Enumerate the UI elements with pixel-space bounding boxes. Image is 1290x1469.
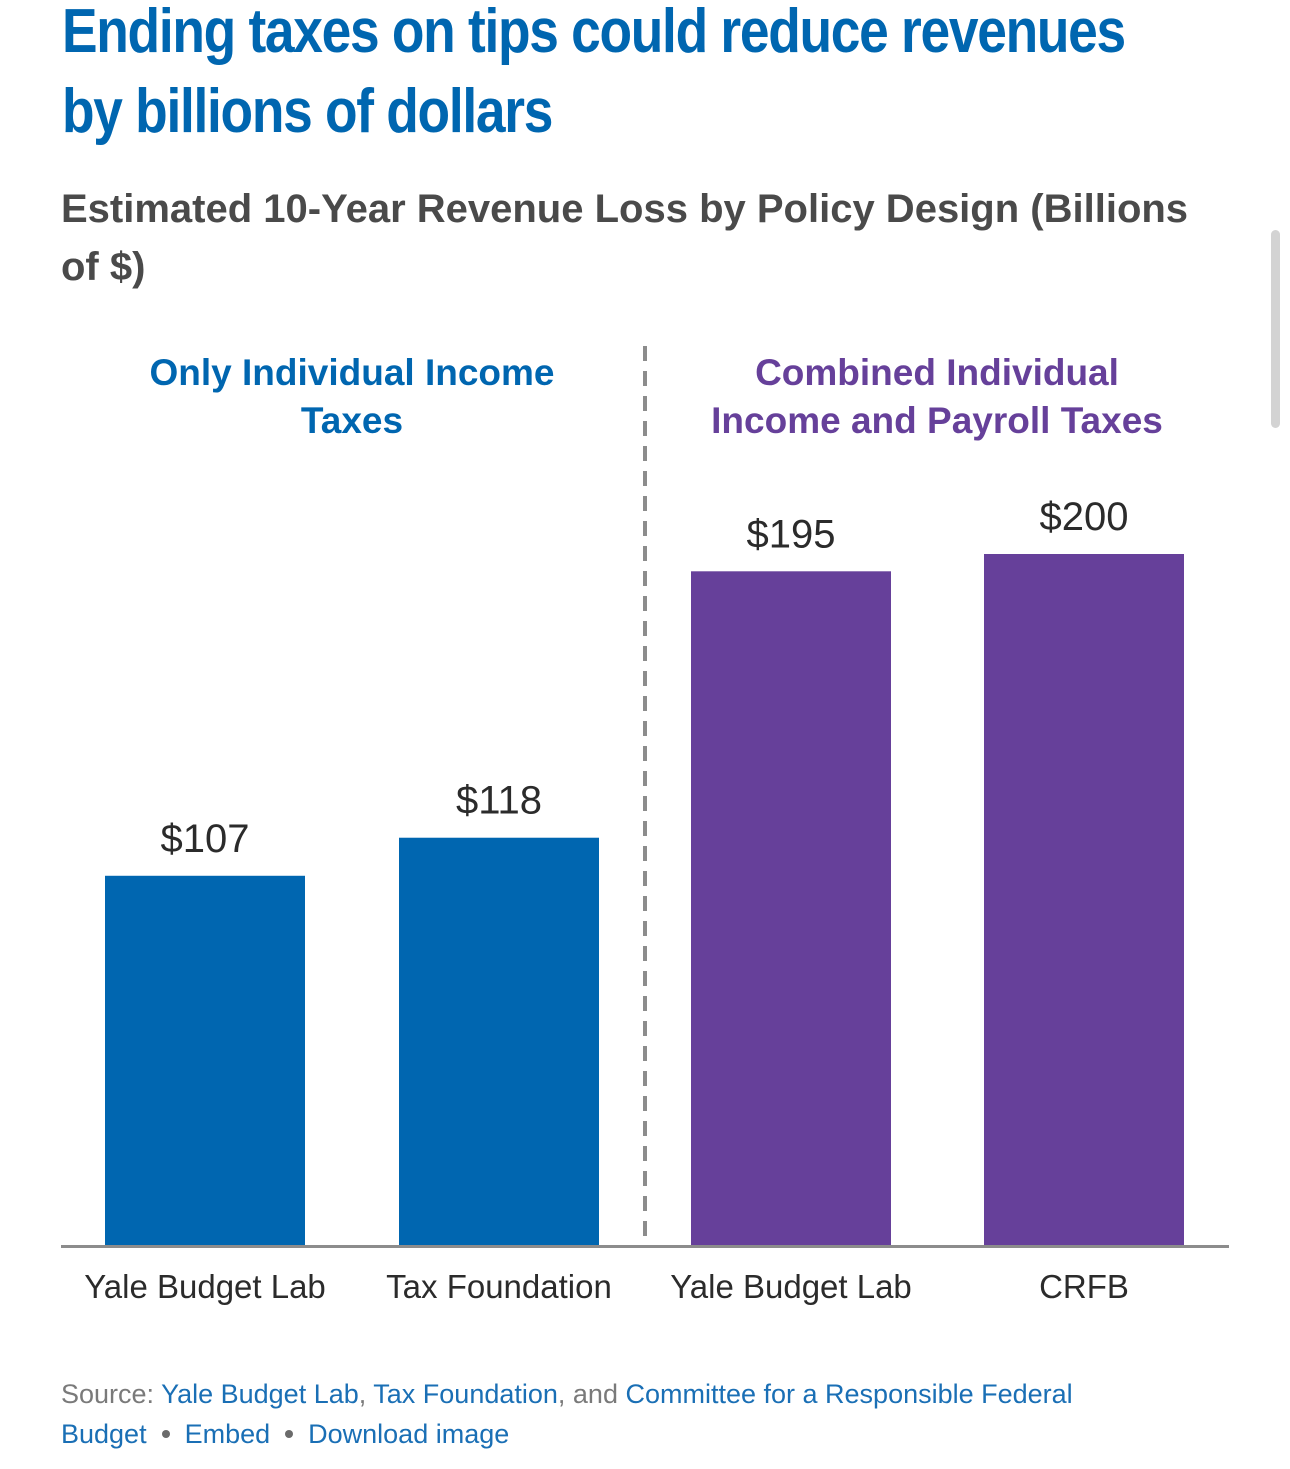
- category-label-1: Yale Budget Lab: [84, 1268, 326, 1305]
- scrollbar-thumb[interactable]: [1271, 230, 1280, 428]
- chart-subtitle-line-1: Estimated 10-Year Revenue Loss by Policy…: [61, 187, 1189, 231]
- source-and: , and: [557, 1379, 618, 1409]
- bar-value-label-3: $195: [747, 512, 836, 556]
- source-prefix: Source:: [61, 1379, 155, 1409]
- source-link-crfb[interactable]: Committee for a Responsible Federal: [625, 1379, 1073, 1409]
- source-link-tax-foundation[interactable]: Tax Foundation: [373, 1379, 558, 1409]
- chart-subtitle: Estimated 10-Year Revenue Loss by Policy…: [61, 180, 1231, 296]
- bar-value-label-1: $107: [161, 817, 250, 861]
- chart-title: Ending taxes on tips could reduce revenu…: [62, 0, 1126, 152]
- download-image-link[interactable]: Download image: [308, 1419, 510, 1449]
- source-link-yale-budget-lab[interactable]: Yale Budget Lab: [161, 1379, 359, 1409]
- separator-dot: [161, 1429, 170, 1438]
- chart-footer: Source: Yale Budget Lab, Tax Foundation,…: [61, 1374, 1241, 1454]
- bar-3: [691, 571, 891, 1246]
- category-label-2: Tax Foundation: [386, 1268, 612, 1305]
- embed-link[interactable]: Embed: [184, 1419, 271, 1449]
- group-label-combined-line-1: Combined Individual: [755, 352, 1119, 393]
- source-link-crfb-continued[interactable]: Budget: [61, 1419, 147, 1449]
- bar-value-label-2: $118: [456, 779, 542, 823]
- chart-subtitle-line-2: of $): [61, 245, 146, 289]
- group-label-combined-line-2: Income and Payroll Taxes: [711, 400, 1163, 441]
- footer-line-1: Source: Yale Budget Lab, Tax Foundation,…: [61, 1374, 1241, 1414]
- group-label-individual-line-1: Only Individual Income: [149, 352, 554, 393]
- chart-title-line-1: Ending taxes on tips could reduce revenu…: [62, 0, 1126, 66]
- chart-title-line-2: by billions of dollars: [62, 77, 553, 146]
- source-comma: ,: [358, 1379, 367, 1409]
- bar-1: [105, 875, 305, 1246]
- bars-group: $107 Yale Budget Lab $118 Tax Foundation $19…: [84, 495, 1184, 1305]
- footer-line-2: Budget Embed Download image: [61, 1414, 1241, 1454]
- category-label-4: CRFB: [1039, 1268, 1129, 1305]
- separator-dot: [285, 1429, 294, 1438]
- category-label-3: Yale Budget Lab: [670, 1268, 912, 1305]
- bar-value-label-4: $200: [1040, 495, 1129, 539]
- group-label-individual-line-2: Taxes: [301, 400, 403, 441]
- bar-4: [984, 554, 1184, 1246]
- bar-2: [399, 837, 599, 1246]
